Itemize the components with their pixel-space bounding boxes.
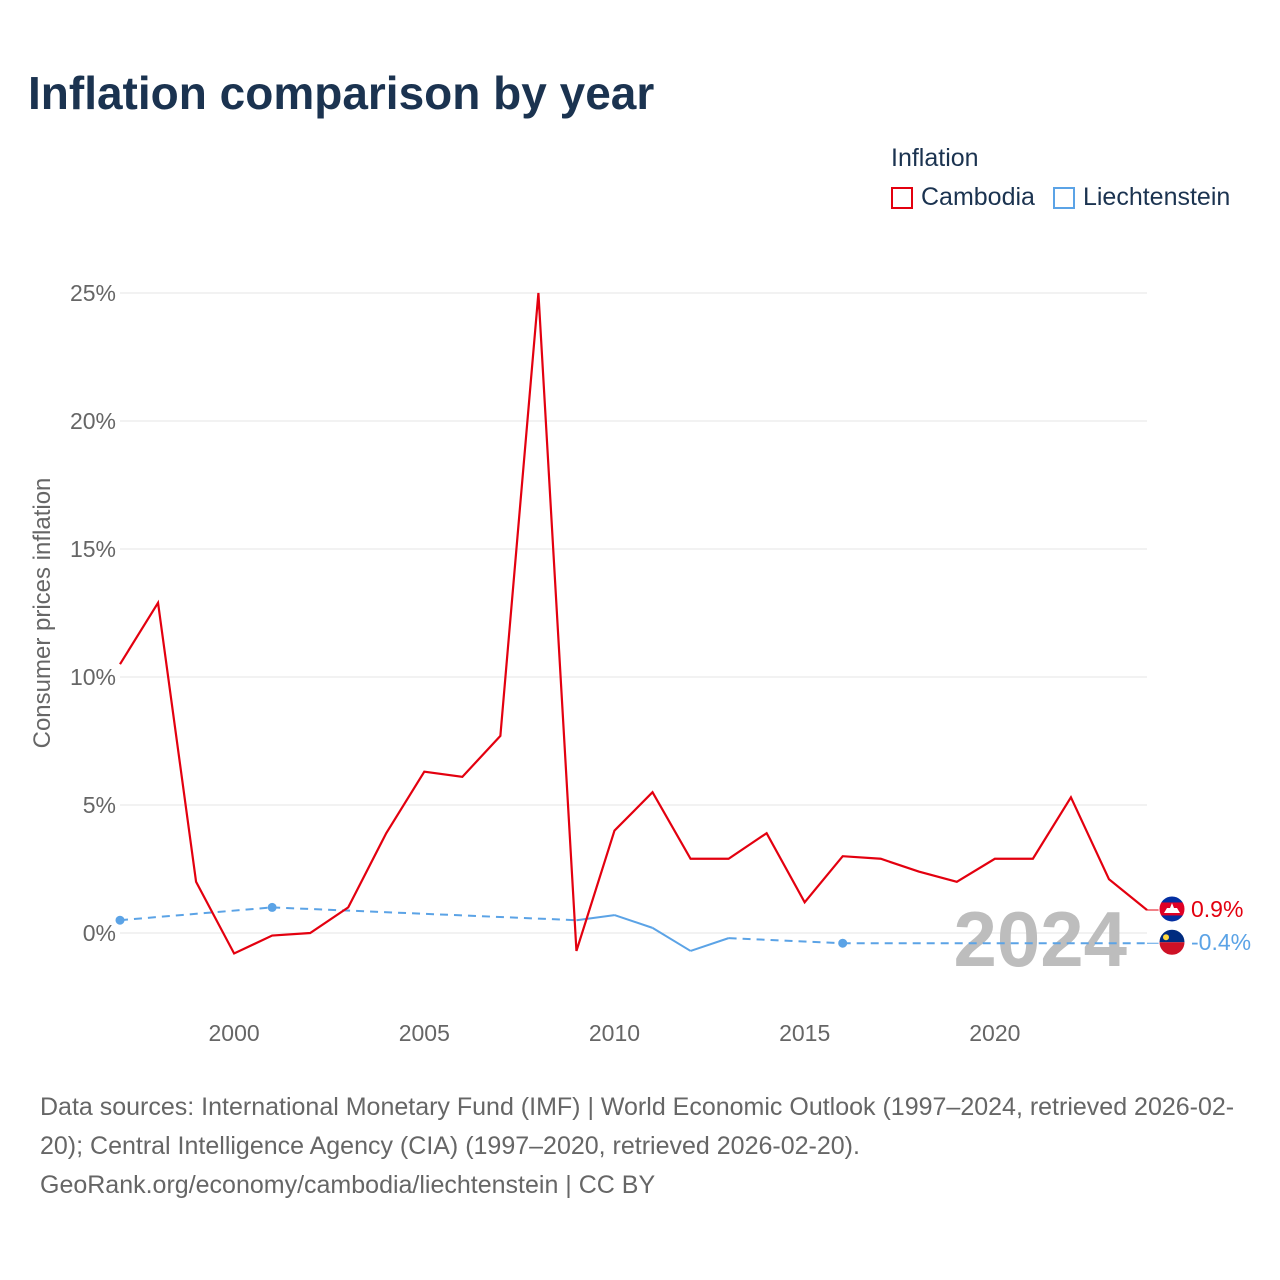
y-axis-label: Consumer prices inflation bbox=[29, 478, 56, 749]
x-tick-label: 2010 bbox=[589, 1020, 640, 1046]
legend-label-liechtenstein: Liechtenstein bbox=[1082, 183, 1231, 211]
liechtenstein-flag-icon bbox=[1158, 928, 1186, 956]
source-link[interactable]: GeoRank.org/economy/cambodia/liechtenste… bbox=[40, 1171, 656, 1199]
y-tick-label: 25% bbox=[70, 280, 116, 306]
flag-rim bbox=[1158, 928, 1186, 956]
year-watermark: 2024 bbox=[953, 895, 1127, 983]
legend-swatch-liechtenstein bbox=[1052, 186, 1075, 209]
flag-rim bbox=[1158, 895, 1186, 923]
legend-item-liechtenstein[interactable]: Liechtenstein bbox=[1052, 183, 1231, 212]
liechtenstein-line-segment bbox=[272, 906, 577, 922]
x-tick-label: 2005 bbox=[399, 1020, 450, 1046]
y-tick-label: 15% bbox=[70, 536, 116, 562]
y-tick-label: 5% bbox=[83, 792, 116, 818]
legend-label-cambodia: Cambodia bbox=[921, 183, 1035, 211]
liechtenstein-line-segment bbox=[614, 914, 653, 929]
legend-title: Inflation bbox=[891, 144, 979, 172]
chart-title: Inflation comparison by year bbox=[28, 67, 655, 119]
y-tick-label: 20% bbox=[70, 408, 116, 434]
x-tick-label: 2020 bbox=[969, 1020, 1020, 1046]
data-sources-text: Data sources: International Monetary Fun… bbox=[40, 1093, 1235, 1160]
flag-band-blue bbox=[1159, 929, 1185, 943]
liechtenstein-line-segment bbox=[728, 937, 843, 945]
liechtenstein-line-segment bbox=[652, 927, 692, 952]
flag-temple-shape bbox=[1164, 902, 1180, 913]
liechtenstein-data-point bbox=[838, 938, 848, 948]
x-tick-label: 2000 bbox=[209, 1020, 260, 1046]
footer: Data sources: International Monetary Fun… bbox=[40, 1088, 1250, 1205]
legend: Inflation Cambodia Liechtenstein bbox=[891, 144, 1248, 212]
cambodia-end-label: 0.9% bbox=[1191, 896, 1243, 922]
flag-band-red bbox=[1159, 942, 1185, 956]
liechtenstein-end-label: -0.4% bbox=[1191, 929, 1251, 955]
line-chart: 0% 5% 10% 15% 20% 25% 2000 2005 2010 2015 2020 Cons… bbox=[29, 280, 1251, 1046]
flag-body bbox=[1159, 929, 1185, 956]
flag-body bbox=[1159, 895, 1185, 922]
liechtenstein-line-segment bbox=[690, 937, 729, 952]
x-tick-label: 2015 bbox=[779, 1020, 830, 1046]
liechtenstein-data-point bbox=[267, 902, 277, 912]
y-tick-label: 0% bbox=[83, 920, 116, 946]
liechtenstein-data-point bbox=[115, 915, 125, 925]
legend-swatch-cambodia bbox=[891, 186, 913, 209]
liechtenstein-line-segment bbox=[576, 914, 615, 922]
flag-crown-shape bbox=[1163, 934, 1169, 941]
liechtenstein-line-segment bbox=[119, 906, 273, 922]
legend-item-cambodia[interactable]: Cambodia bbox=[891, 183, 1035, 212]
y-tick-label: 10% bbox=[70, 664, 116, 690]
cambodia-line bbox=[119, 292, 1148, 955]
cambodia-flag-icon bbox=[1158, 895, 1186, 923]
